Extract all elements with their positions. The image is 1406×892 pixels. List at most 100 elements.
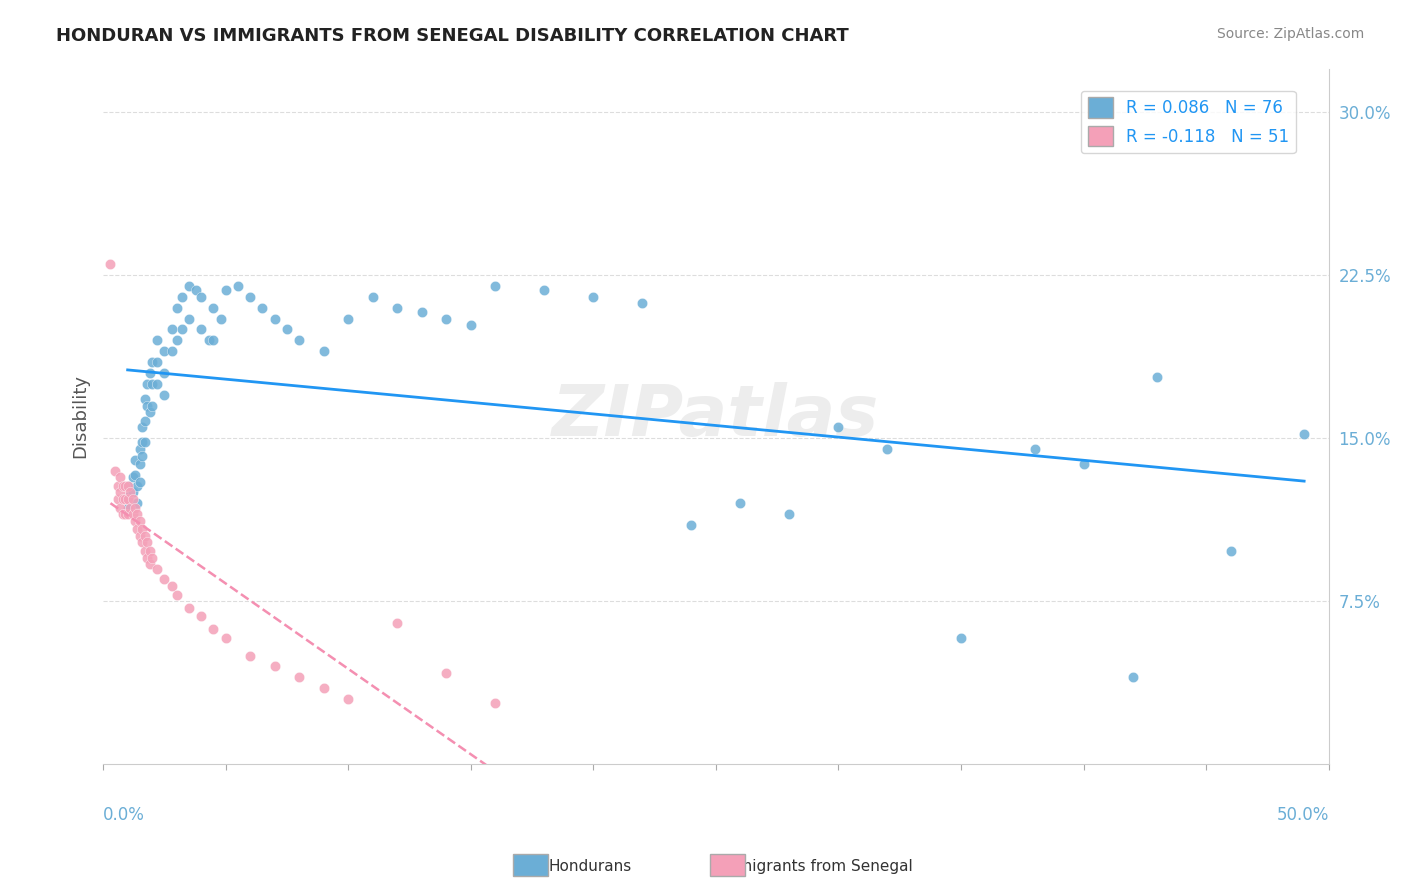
Point [337,692,360,706]
Point [138,544,160,558]
Point [160,579,183,593]
Point [117,500,139,515]
Point [114,491,136,506]
Point [533,283,555,297]
Text: 0.0%: 0.0% [103,806,145,824]
Point [117,491,139,506]
Point [166,588,188,602]
Point [138,558,160,572]
Text: Immigrants from Senegal: Immigrants from Senegal [718,859,912,874]
Point [134,544,156,558]
Point [107,491,129,506]
Point [312,344,335,359]
Point [1294,426,1316,441]
Point [239,290,262,304]
Point [131,523,153,537]
Point [138,405,160,419]
Point [288,670,311,684]
Point [190,322,212,336]
Point [1122,670,1144,684]
Point [124,468,146,483]
Point [146,333,169,347]
Point [153,573,176,587]
Point [124,500,146,515]
Point [134,392,156,406]
Text: ZIPatlas: ZIPatlas [553,382,880,450]
Point [117,479,139,493]
Point [107,479,129,493]
Point [484,697,506,711]
Point [131,535,153,549]
Point [197,333,219,347]
Point [127,496,149,510]
Point [263,659,285,673]
Point [100,257,122,271]
Point [202,301,225,315]
Point [136,550,159,565]
Point [124,453,146,467]
Y-axis label: Disability: Disability [72,375,89,458]
Point [146,355,169,369]
Point [1024,442,1046,456]
Point [104,464,127,478]
Point [111,479,134,493]
Point [111,507,134,521]
Point [582,290,605,304]
Point [153,387,176,401]
Point [127,479,149,493]
Point [276,322,298,336]
Point [128,457,150,471]
Point [387,615,409,630]
Point [170,290,193,304]
Point [387,301,409,315]
Point [153,344,176,359]
Legend: R = 0.086   N = 76, R = -0.118   N = 51: R = 0.086 N = 76, R = -0.118 N = 51 [1081,91,1296,153]
Point [166,301,188,315]
Point [136,376,159,391]
Point [411,305,433,319]
Point [131,449,153,463]
Point [209,311,232,326]
Point [117,479,139,493]
Point [134,435,156,450]
Point [288,333,311,347]
Point [117,507,139,521]
Point [128,475,150,489]
Point [202,333,225,347]
Point [110,500,132,515]
Point [1073,457,1095,471]
Point [239,648,262,663]
Point [434,311,457,326]
Point [136,535,159,549]
Point [1219,544,1241,558]
Point [146,561,169,575]
Point [460,318,482,332]
Point [226,279,249,293]
Point [177,311,200,326]
Point [631,296,654,310]
Point [949,631,972,645]
Point [121,491,143,506]
Point [120,500,142,515]
Point [128,442,150,456]
Point [141,550,163,565]
Point [127,507,149,521]
Point [110,470,132,484]
Point [121,470,143,484]
Point [186,283,208,297]
Point [160,344,183,359]
Point [876,442,898,456]
Point [141,399,163,413]
Point [127,523,149,537]
Point [730,496,752,510]
Point [166,333,188,347]
Point [778,507,800,521]
Point [121,485,143,500]
Point [146,376,169,391]
Point [131,420,153,434]
Point [136,399,159,413]
Point [138,366,160,380]
Point [190,609,212,624]
Point [128,529,150,543]
Point [177,600,200,615]
